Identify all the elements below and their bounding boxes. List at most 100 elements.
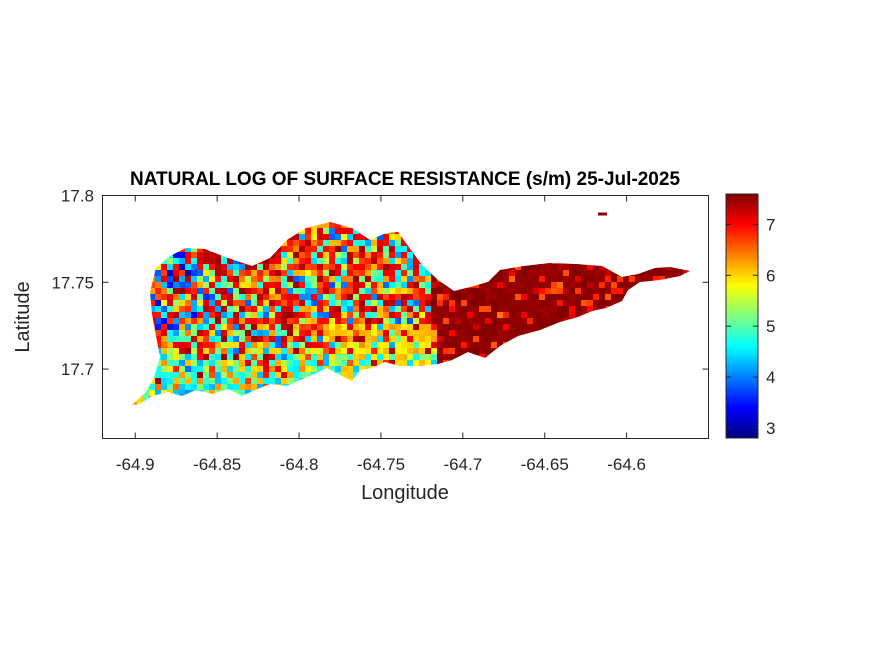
heat-cell <box>149 228 156 235</box>
heat-cell <box>599 300 606 307</box>
heat-cell <box>659 360 666 367</box>
heat-cell <box>539 312 546 319</box>
heat-cell <box>479 360 486 367</box>
x-tick-label: -64.9 <box>116 455 155 474</box>
heat-cell <box>623 348 630 355</box>
heat-cell <box>191 336 198 343</box>
heat-cell <box>485 378 492 385</box>
heat-cell <box>149 354 156 361</box>
heat-cell <box>587 234 594 241</box>
heat-cell <box>557 366 564 373</box>
heat-cell <box>149 264 156 271</box>
heat-cell <box>365 288 372 295</box>
heat-cell <box>569 288 576 295</box>
heat-cell <box>605 288 612 295</box>
heat-cell <box>281 222 288 223</box>
heat-cell <box>389 312 396 319</box>
heat-cell <box>209 408 216 415</box>
heat-cell <box>161 396 168 403</box>
heat-cell <box>695 240 702 247</box>
heat-cell <box>263 402 270 405</box>
heat-cell <box>449 306 456 313</box>
heat-cell <box>245 396 252 403</box>
heat-cell <box>653 378 660 385</box>
heat-cell <box>245 348 252 355</box>
heat-cell <box>467 300 474 307</box>
heat-cell <box>617 240 624 247</box>
heat-cell <box>299 300 306 307</box>
heat-cell <box>575 264 582 271</box>
heat-cell <box>611 234 618 241</box>
heat-cell <box>641 390 648 397</box>
heat-cell <box>203 288 210 295</box>
heat-cell <box>449 372 456 379</box>
heat-cell <box>437 318 444 325</box>
heat-cell <box>347 390 354 397</box>
heat-cell <box>443 228 450 235</box>
heat-cell <box>539 396 546 403</box>
heat-cell <box>629 306 636 313</box>
heat-cell <box>377 270 384 277</box>
heat-cell <box>563 282 570 289</box>
heat-cell <box>377 222 384 229</box>
heat-cell <box>221 408 228 415</box>
heat-cell <box>545 378 552 385</box>
heat-cell <box>557 324 564 331</box>
heat-cell <box>383 294 390 301</box>
heat-cell <box>173 294 180 301</box>
heat-cell <box>197 360 204 367</box>
heat-cell <box>197 384 204 391</box>
heat-cell <box>449 402 456 405</box>
heat-cell <box>125 342 132 349</box>
heat-cell <box>359 390 366 397</box>
heat-cell <box>275 300 282 307</box>
heat-cell <box>695 228 702 235</box>
heat-cell <box>527 360 534 367</box>
heat-cell <box>149 222 156 223</box>
heat-cell <box>335 342 342 349</box>
heat-cell <box>275 210 282 217</box>
heat-cell <box>173 342 180 349</box>
heat-cell <box>239 294 246 301</box>
heat-cell <box>581 354 588 361</box>
heat-cell <box>203 300 210 307</box>
heat-cell <box>599 246 606 253</box>
heat-cell <box>281 318 288 325</box>
heat-cell <box>593 270 600 277</box>
heat-cell <box>671 210 678 217</box>
heat-cell <box>503 342 510 349</box>
heat-cell <box>491 360 498 367</box>
heat-cell <box>593 384 600 391</box>
heat-cell <box>125 318 132 325</box>
heat-cell <box>491 282 498 289</box>
heat-cell <box>461 258 468 265</box>
heat-cell <box>617 396 624 403</box>
heat-cell <box>293 258 300 265</box>
heat-cell <box>197 402 204 405</box>
heat-cell <box>299 378 306 385</box>
heat-cell <box>455 228 462 235</box>
heat-cell <box>545 390 552 397</box>
heat-cell <box>635 372 642 379</box>
heat-cell <box>515 336 522 343</box>
heat-cell <box>215 378 222 385</box>
heat-cell <box>587 342 594 349</box>
heat-cell <box>317 276 324 283</box>
heat-cell <box>449 288 456 295</box>
heat-cell <box>143 342 150 349</box>
heat-cell <box>179 360 186 367</box>
heat-cell <box>149 312 156 319</box>
heat-cell <box>635 378 642 385</box>
heat-cell <box>389 324 396 331</box>
heat-cell <box>677 240 684 247</box>
heat-cell <box>275 354 282 361</box>
heat-cell <box>653 318 660 325</box>
heat-cell <box>197 342 204 349</box>
heat-cell <box>383 234 390 241</box>
heat-cell <box>407 222 414 223</box>
heat-cell <box>563 408 570 415</box>
heat-cell <box>155 372 162 379</box>
heat-cell <box>473 222 480 229</box>
heat-cell <box>515 318 522 325</box>
heat-cell <box>191 258 198 265</box>
